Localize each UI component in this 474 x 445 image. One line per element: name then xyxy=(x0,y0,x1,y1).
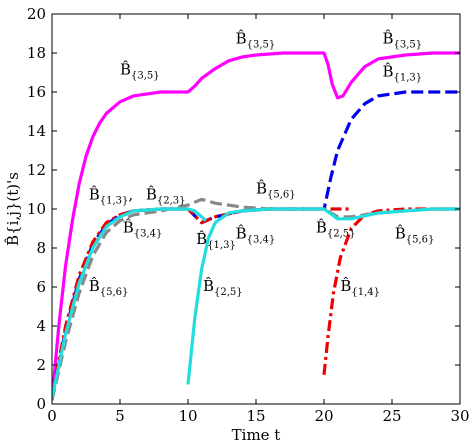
series-annotation: B̂{5,6} xyxy=(395,224,435,245)
series-annotation: B̂{3,5} xyxy=(120,60,160,81)
tick-layer: 0 5 10 15 20 25 30 0 2 4 6 8 10 12 14 16 18 20 xyxy=(27,5,470,425)
x-tick-label: 25 xyxy=(382,407,401,425)
y-tick-label: 16 xyxy=(27,83,46,101)
series-line-6 xyxy=(52,207,207,399)
series-annotation: B̂{5,6} xyxy=(256,179,296,200)
x-tick-label: 30 xyxy=(450,407,469,425)
x-tick-label: 10 xyxy=(178,407,197,425)
y-tick-label: 14 xyxy=(27,122,46,140)
x-tick-label: 20 xyxy=(314,407,333,425)
y-tick-label: 0 xyxy=(36,395,46,413)
series-annotation: B̂{2,3} xyxy=(146,185,186,206)
y-tick-label: 20 xyxy=(27,5,46,23)
series-line-7 xyxy=(186,207,460,385)
y-tick-label: 18 xyxy=(27,44,46,62)
y-tick-label: 2 xyxy=(36,356,46,374)
series-annotation: B̂{2,5} xyxy=(316,218,356,239)
series-annotation: B̂{1,4} xyxy=(340,277,380,298)
series-annotation: B̂{3,5} xyxy=(236,29,276,50)
x-tick-label: 0 xyxy=(47,407,57,425)
series-annotation: B̂{5,6} xyxy=(89,277,129,298)
y-tick-label: 8 xyxy=(36,239,46,257)
series-line-3 xyxy=(52,207,352,397)
series-line-2 xyxy=(52,90,460,401)
series-annotation: B̂{1,3} xyxy=(196,230,236,251)
x-tick-label: 15 xyxy=(246,407,265,425)
series-annotation: B̂{3,4} xyxy=(236,224,276,245)
y-tick-label: 4 xyxy=(36,317,46,335)
y-tick-label: 6 xyxy=(36,278,46,296)
y-tick-label: 10 xyxy=(27,200,46,218)
x-tick-label: 5 xyxy=(115,407,125,425)
y-axis-label: B̂{i,j}(t)'s xyxy=(4,172,22,246)
annotation-layer: B̂{3,5} B̂{3,5} B̂{3,5} B̂{1,3} B̂{1,3}, B̂{2… xyxy=(89,29,435,298)
y-tick-label: 12 xyxy=(27,161,46,179)
series-annotation: B̂{3,4} xyxy=(123,218,163,239)
series-annotation: B̂{2,5} xyxy=(203,277,243,298)
series-annotation: B̂{1,3} xyxy=(382,62,422,83)
series-annotation: B̂{1,3}, xyxy=(89,185,133,206)
series-annotation: B̂{3,5} xyxy=(382,29,422,50)
series-layer xyxy=(52,51,460,401)
series-line-1 xyxy=(52,51,460,401)
x-axis-label: Time t xyxy=(232,426,281,444)
